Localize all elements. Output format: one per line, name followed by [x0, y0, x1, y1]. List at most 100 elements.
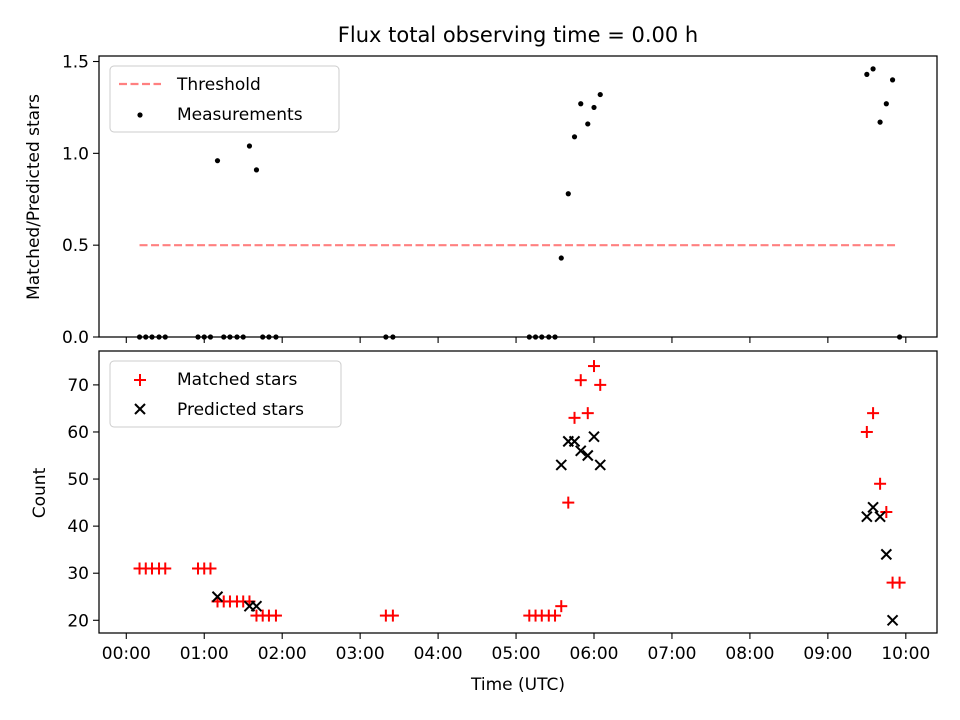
- predicted-star-marker: [594, 459, 606, 471]
- top-panel: 0.0 0.5 1.0 1.5 Matched/Predicted stars Thr…: [24, 53, 938, 348]
- matched-star-marker: [860, 425, 873, 438]
- bottom-legend: Matched stars Predicted stars: [109, 360, 342, 428]
- matched-star-marker: [893, 576, 906, 589]
- x-tick-label: 08:00: [725, 644, 774, 664]
- measurement-point: [870, 66, 876, 72]
- legend-predicted-swatch: [134, 403, 146, 415]
- predicted-star-marker: [874, 511, 886, 523]
- measurement-point: [578, 101, 584, 107]
- predicted-star-marker: [250, 600, 263, 612]
- measurement-point: [253, 167, 260, 173]
- matched-star-marker: [880, 506, 893, 519]
- predicted-star-marker: [880, 548, 893, 561]
- measurement-point: [883, 101, 889, 107]
- top-y-tick-label: 0.0: [62, 328, 89, 348]
- bottom-y-tick-label: 50: [67, 470, 89, 490]
- x-tick-label: 00:00: [102, 644, 151, 664]
- matched-star-marker: [204, 562, 217, 575]
- legend-measurements-label: Measurements: [177, 105, 303, 125]
- marker-stroke: [867, 501, 879, 514]
- matched-star-marker: [562, 496, 575, 509]
- x-tick-label: 05:00: [492, 644, 541, 664]
- measurement-point: [585, 121, 591, 127]
- top-y-axis-label: Matched/Predicted stars: [24, 94, 44, 300]
- predicted-star-marker: [211, 591, 224, 603]
- marker-stroke: [575, 445, 587, 457]
- top-axes-frame: [98, 55, 938, 338]
- x-tick-label: 03:00: [336, 644, 385, 664]
- predicted-star-marker: [575, 445, 587, 457]
- top-y-tick-label: 1.5: [62, 53, 89, 73]
- measurement-point: [864, 71, 870, 77]
- top-plot-area: 0.0 0.5 1.0 1.5: [62, 53, 907, 348]
- measurement-point: [565, 191, 571, 197]
- legend-matched-swatch: [134, 374, 146, 386]
- matched-star-marker: [874, 477, 887, 490]
- x-tick-label: 04:00: [414, 644, 463, 664]
- matched-star-marker: [159, 562, 172, 575]
- bottom-y-axis-label: Count: [30, 467, 50, 518]
- top-legend-box: [109, 65, 340, 133]
- x-tick-label: 07:00: [647, 644, 696, 664]
- predicted-star-marker: [861, 511, 873, 523]
- chart-title: Flux total observing time = 0.00 h: [338, 23, 698, 47]
- x-tick-label: 02:00: [258, 644, 307, 664]
- predicted-star-marker: [867, 501, 879, 514]
- marker-stroke: [582, 449, 594, 462]
- x-tick-label: 10:00: [881, 644, 930, 664]
- x-axis-label: Time (UTC): [470, 675, 565, 695]
- marker-stroke: [874, 511, 886, 523]
- marker-stroke: [588, 430, 600, 443]
- measurement-point: [558, 255, 564, 261]
- matched-star-marker: [555, 600, 568, 613]
- marker-stroke: [211, 591, 224, 603]
- marker-stroke: [555, 459, 567, 471]
- predicted-star-marker: [568, 435, 581, 448]
- bottom-panel: 00:00 01:00 02:00 03:00 04:00 05:00 06:00 07:00…: [30, 350, 938, 695]
- measurement-point: [591, 104, 597, 111]
- bottom-plot-area: 00:00 01:00 02:00 03:00 04:00 05:00 06:00 07:00…: [67, 360, 930, 664]
- predicted-star-marker: [582, 449, 594, 462]
- legend-predicted-label: Predicted stars: [177, 400, 304, 420]
- top-legend: Threshold Measurements: [109, 65, 340, 133]
- bottom-y-tick-label: 20: [67, 611, 89, 631]
- measurement-point: [571, 134, 578, 140]
- bottom-legend-box: [109, 360, 342, 428]
- bottom-y-tick-label: 60: [67, 423, 89, 443]
- measurement-point: [246, 143, 253, 149]
- marker-stroke: [880, 548, 893, 561]
- legend-threshold-label: Threshold: [176, 75, 261, 95]
- measurement-point: [214, 158, 221, 164]
- x-tick-label: 09:00: [803, 644, 852, 664]
- predicted-star-marker: [886, 614, 899, 626]
- x-tick-label: 01:00: [180, 644, 229, 664]
- top-y-tick-label: 0.5: [62, 236, 89, 256]
- matched-star-marker: [568, 411, 581, 424]
- matched-star-marker: [386, 609, 399, 622]
- marker-stroke: [568, 435, 581, 448]
- measurement-point: [877, 119, 883, 125]
- legend-matched-label: Matched stars: [177, 370, 297, 390]
- measurement-point: [597, 91, 603, 98]
- bottom-y-tick-label: 70: [67, 376, 89, 396]
- bottom-y-tick-label: 40: [67, 517, 89, 537]
- predicted-star-marker: [555, 459, 567, 471]
- top-y-tick-label: 1.0: [62, 144, 89, 164]
- marker-stroke: [861, 511, 873, 523]
- matched-star-marker: [269, 609, 282, 622]
- matched-star-marker: [867, 407, 880, 420]
- matched-star-marker: [549, 609, 562, 622]
- x-tick-label: 06:00: [570, 644, 619, 664]
- matched-star-marker: [594, 378, 607, 391]
- predicted-star-marker: [588, 430, 600, 443]
- bottom-axes-frame: [98, 350, 938, 634]
- legend-measurements-swatch: [137, 112, 143, 118]
- marker-stroke: [594, 459, 606, 471]
- marker-stroke: [250, 600, 263, 612]
- matched-star-marker: [574, 374, 587, 387]
- matched-star-marker: [581, 407, 594, 420]
- measurement-point: [889, 77, 896, 83]
- bottom-y-tick-label: 30: [67, 564, 89, 584]
- matched-star-marker: [588, 360, 601, 373]
